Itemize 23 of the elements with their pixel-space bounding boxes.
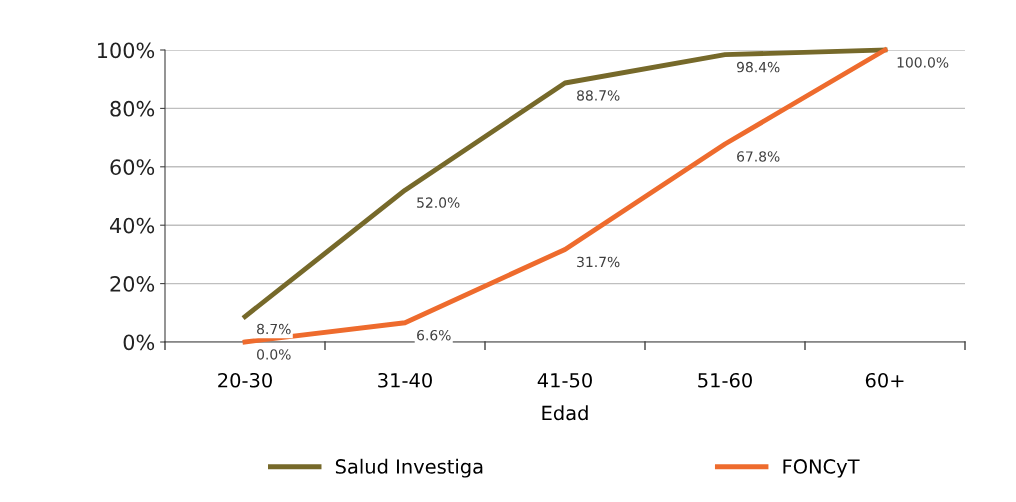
x-tick-label: 51-60 [698, 372, 752, 388]
x-axis-title: Edad [542, 405, 588, 421]
data-label: 67.8% [737, 151, 780, 162]
y-tick-label: 40% [109, 217, 155, 234]
data-label: 8.7% [257, 323, 291, 335]
legend-label: FONCyT [783, 459, 860, 478]
y-tick-label: 80% [110, 100, 155, 117]
data-label: 0.0% [257, 349, 291, 360]
y-tick-label: 100% [98, 42, 155, 59]
y-tick-label: 20% [110, 276, 155, 292]
data-label: 88.7% [577, 90, 620, 101]
data-label: 31.7% [577, 256, 620, 268]
x-tick-label: 60+ [865, 372, 904, 388]
x-tick-label: 31-40 [378, 372, 432, 388]
data-label: 6.6% [417, 329, 451, 341]
data-label: 52.0% [417, 197, 460, 208]
y-tick-label: 60% [110, 159, 155, 176]
x-tick-label: 41-50 [537, 372, 592, 388]
data-label: 98.4% [736, 61, 780, 73]
legend-label: Salud Investiga [335, 458, 483, 478]
data-label: 100.0% [897, 57, 949, 68]
y-tick-label: 0% [123, 334, 155, 351]
x-tick-label: 20-30 [218, 372, 272, 388]
